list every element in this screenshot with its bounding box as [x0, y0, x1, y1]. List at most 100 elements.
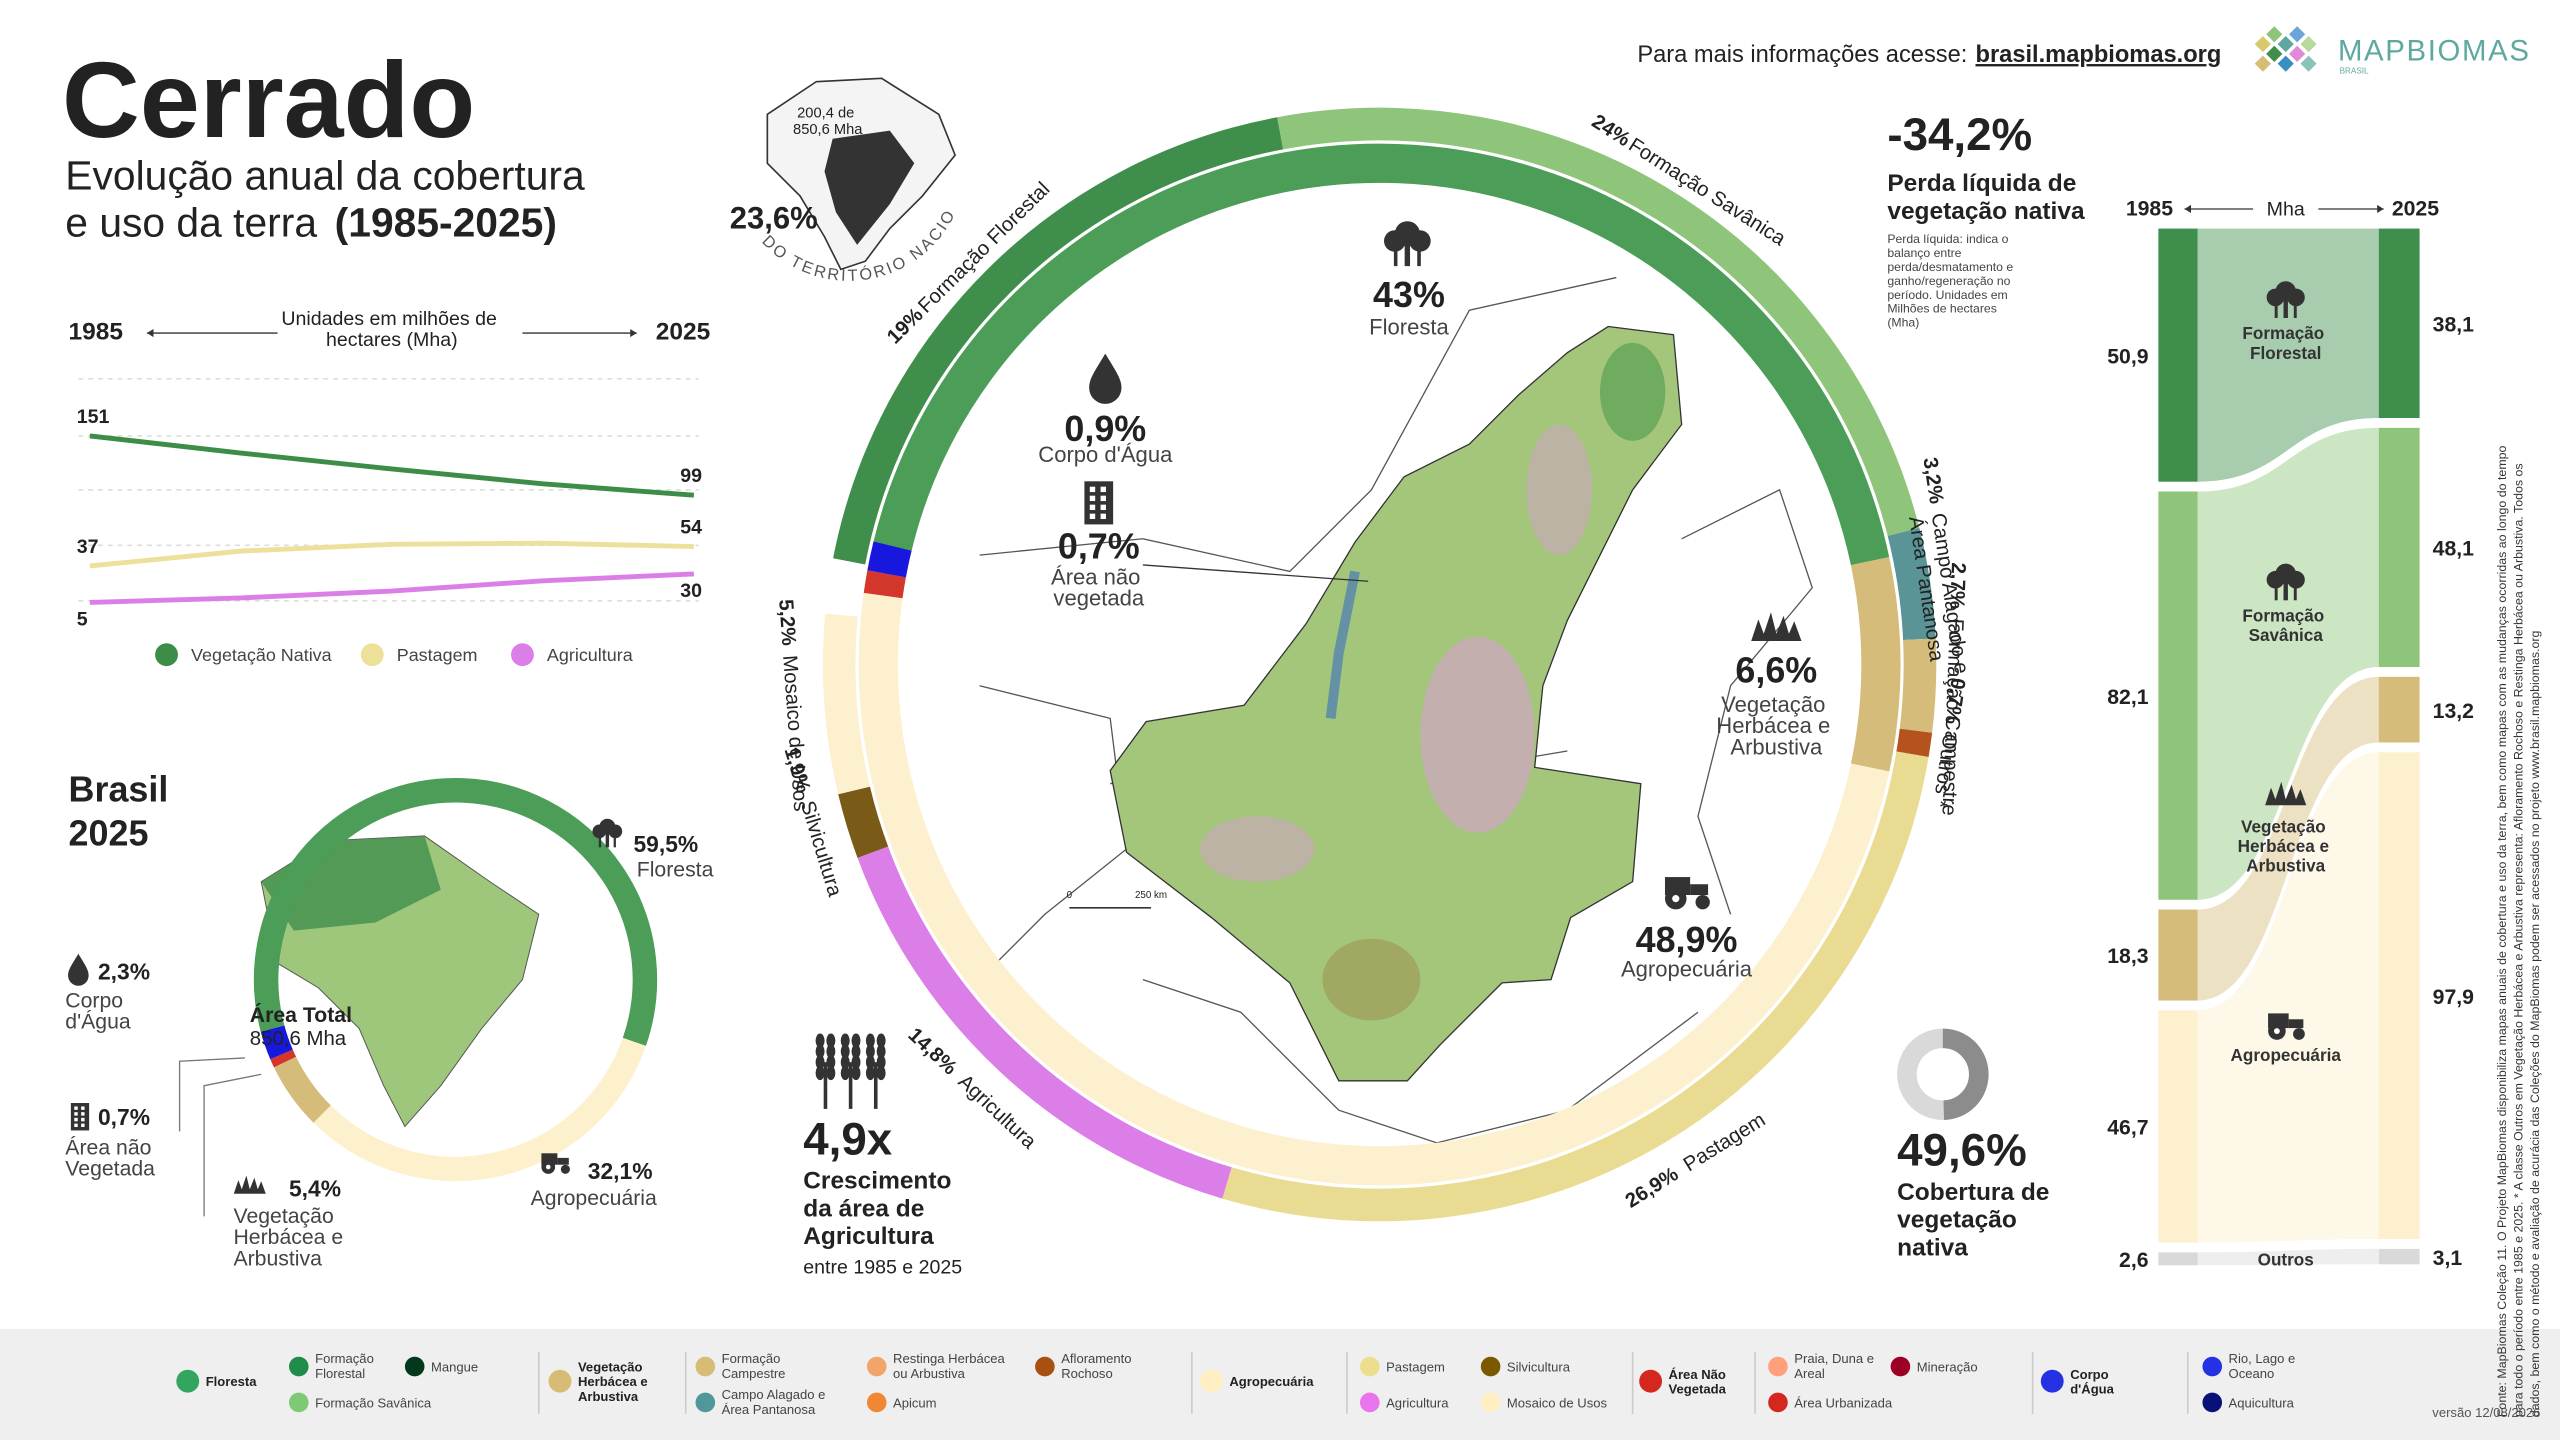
legend-swatch	[695, 1356, 716, 1377]
category-label: Vegetação Herbácea e Arbustiva	[2238, 816, 2334, 875]
icon-part	[873, 1062, 878, 1109]
legend-label: Praia, Duna e Areal	[1794, 1351, 1877, 1381]
donut-segment	[1887, 527, 1936, 641]
icon-building	[70, 1103, 90, 1131]
center-value: 850,6 Mha	[250, 1028, 347, 1050]
text-line: Afloramento	[1061, 1351, 1135, 1366]
text-line: Formação	[315, 1351, 377, 1366]
legend-swatch	[155, 643, 178, 667]
text-line: 850,6 Mha	[793, 122, 863, 138]
legend-swatch	[511, 643, 534, 667]
text-line: Crescimento	[803, 1168, 958, 1195]
text-line: Unidades em milhões de	[281, 308, 502, 330]
legend-swatch	[288, 1392, 309, 1413]
text-line: Evolução anual da cobertura	[65, 152, 596, 198]
stacked-bar	[2158, 491, 2198, 900]
text-line: período. Unidades em	[1887, 288, 2011, 302]
text-line: Área Não	[1669, 1367, 1730, 1382]
icon-tree	[2266, 563, 2305, 601]
legend-group-label: Vegetação Herbácea e Arbustiva	[578, 1359, 651, 1403]
stacked-bar	[2158, 1252, 2198, 1266]
icon-part	[1393, 248, 1398, 267]
stat-value: 49,6%	[1897, 1125, 2027, 1176]
legend-group-label: Corpo d'Água	[2070, 1367, 2114, 1397]
text-line: Rio, Lago e	[2229, 1351, 2299, 1366]
icon-part	[1404, 244, 1411, 267]
logo-tile	[2254, 36, 2271, 53]
text-line: Mosaico de Usos	[1507, 1395, 1608, 1410]
pie-segment	[270, 1049, 297, 1068]
territory-value: 23,6%	[730, 201, 818, 236]
icon-part	[1695, 895, 1710, 910]
icon-part	[81, 1112, 85, 1116]
icon-part	[1089, 513, 1096, 520]
text-line: Vegetação	[2241, 816, 2330, 836]
legend-swatch	[866, 1392, 887, 1413]
map-patch	[1420, 636, 1535, 833]
legend-label: Campo Alagado e Área Pantanosa	[722, 1387, 829, 1417]
text-line: Milhões de hectares	[1887, 302, 2000, 316]
icon-part	[1100, 486, 1106, 493]
logo-text: MAPBIOMAS	[2338, 34, 2531, 67]
info-link: brasil.mapbiomas.org	[1976, 42, 2222, 68]
donut-segment	[833, 117, 1284, 565]
text-line: Praia, Duna e	[1794, 1351, 1877, 1366]
connector	[178, 1057, 245, 1132]
unit-label: Unidades em milhões de hectares (Mha)	[281, 308, 502, 351]
text-line: ganho/regeneração no	[1887, 274, 2014, 288]
icon-tree	[592, 818, 623, 848]
category-label: Outros	[2258, 1249, 2314, 1269]
icon-part	[815, 1044, 825, 1059]
icon-part	[81, 1117, 85, 1122]
icon-part	[1409, 230, 1431, 252]
icon-wheat	[815, 1033, 886, 1109]
value-label: 151	[77, 406, 110, 428]
stat-value: 4,9x	[803, 1113, 893, 1164]
text-line: Perda líquida: indica o	[1887, 232, 2011, 246]
value-label: 5	[77, 608, 88, 630]
text-line: Florestal	[2250, 343, 2321, 363]
value-label: 54	[680, 516, 702, 538]
icon-part	[876, 1055, 886, 1070]
text-line: e uso da terra	[65, 200, 317, 246]
legend-group-label: Floresta	[206, 1374, 257, 1389]
icon-part	[1089, 353, 1122, 404]
arrow-head	[2377, 204, 2384, 214]
icon-part	[840, 1044, 850, 1059]
icon-part	[1100, 513, 1106, 520]
text-line: para todo o período entre 1985 e 2025. *…	[2511, 460, 2525, 1417]
legend-label: Formação Savânica	[315, 1395, 432, 1410]
icon-building	[1084, 481, 1114, 525]
stacked-bar	[2378, 427, 2420, 668]
stacked-bar	[2378, 676, 2420, 743]
map-patch	[1600, 342, 1666, 441]
donut-segment	[1896, 728, 1933, 757]
value-label: 59,5%	[633, 831, 698, 857]
icon-grass	[2265, 781, 2307, 806]
text-line: Arbustiva	[578, 1389, 639, 1404]
value-label: 32,1%	[588, 1158, 653, 1184]
legend-label: Mosaico de Usos	[1507, 1395, 1608, 1410]
series-line	[89, 433, 695, 498]
flow-band	[2197, 1248, 2379, 1266]
column-label: 1985	[2126, 198, 2173, 221]
donut-segment	[858, 592, 1890, 1186]
donut-segment	[1899, 638, 1937, 733]
legend-label: Restinga Herbácea ou Arbustiva	[893, 1351, 1008, 1381]
icon-part	[840, 1065, 850, 1081]
text-line: Agricultura	[803, 1223, 934, 1250]
legend-swatch	[2202, 1392, 2223, 1413]
text-line: Vegetada	[65, 1158, 155, 1181]
legend-swatch	[1360, 1356, 1380, 1377]
icon-tractor	[1664, 877, 1710, 910]
legend-swatch	[288, 1356, 309, 1377]
value-label: 46,7	[2107, 1117, 2148, 1140]
cerrado-silhouette	[824, 130, 915, 245]
stat-period: entre 1985 e 2025	[803, 1256, 962, 1278]
text-line: Herbácea e	[1716, 713, 1836, 738]
donut-segment	[838, 786, 889, 858]
icon-part	[851, 1044, 861, 1059]
text-line: Vegetação	[233, 1205, 339, 1228]
text-line: Campestre	[722, 1366, 786, 1381]
icon-part	[2293, 303, 2297, 318]
